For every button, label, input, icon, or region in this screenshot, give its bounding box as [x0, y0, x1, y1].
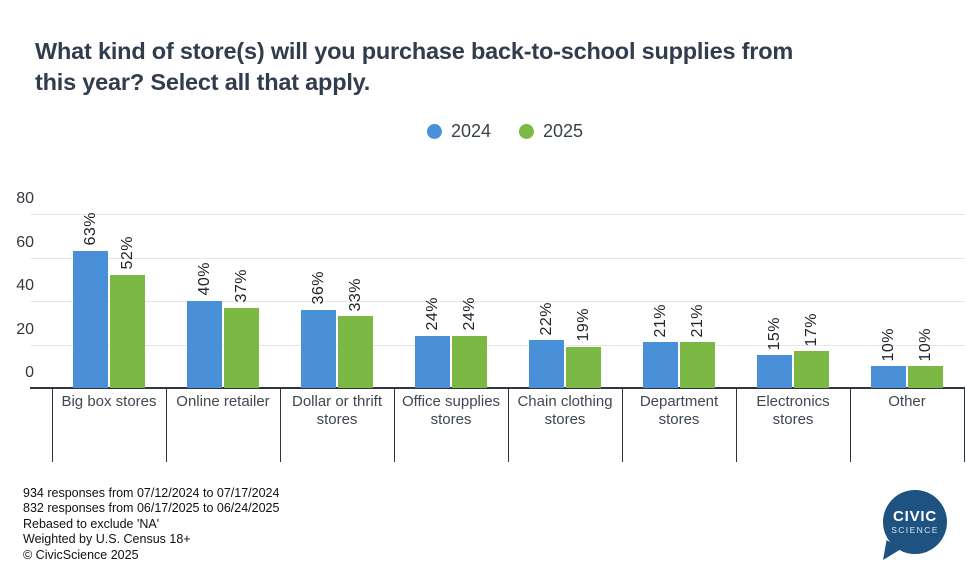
- y-axis-label-80: 80: [16, 190, 34, 207]
- bar-value-label-2024-department-stores: 21%: [652, 303, 669, 338]
- bar-2024-chain-clothing-stores: [529, 340, 564, 388]
- footer-line: Weighted by U.S. Census 18+: [23, 532, 191, 547]
- civicscience-logo: CIVIC SCIENCE: [883, 490, 947, 562]
- footer-line: © CivicScience 2025: [23, 547, 139, 562]
- category-divider: [736, 388, 737, 462]
- bar-2024-electronics-stores: [757, 355, 792, 388]
- bar-2024-big-box-stores: [73, 250, 108, 388]
- bar-2024-office-supplies-stores: [415, 335, 450, 388]
- y-axis-label-0: 0: [25, 364, 34, 381]
- legend-item-2025: 2025: [519, 121, 583, 142]
- category-divider: [850, 388, 851, 462]
- legend-label-2025: 2025: [543, 121, 584, 141]
- bar-2024-other: [871, 366, 906, 388]
- footer-line: 934 responses from 07/12/2024 to 07/17/2…: [23, 486, 280, 500]
- logo-bubble-icon: CIVIC SCIENCE: [883, 490, 947, 554]
- category-divider: [622, 388, 623, 462]
- footer-note: 934 responses from 07/12/2024 to 07/17/2…: [23, 486, 279, 563]
- bar-value-label-2024-electronics-stores: 15%: [766, 316, 783, 351]
- y-axis-label-40: 40: [16, 277, 34, 294]
- bar-2025-department-stores: [680, 342, 715, 388]
- page-title: What kind of store(s) will you purchase …: [35, 36, 955, 98]
- page-title-line-2: this year? Select all that apply.: [35, 69, 371, 95]
- footer-line: 832 responses from 06/17/2025 to 06/24/2…: [23, 501, 280, 516]
- category-label-other: Other: [888, 393, 926, 410]
- category-divider: [394, 388, 395, 462]
- legend-swatch-icon-2025: [519, 124, 534, 139]
- category-divider: [166, 388, 167, 462]
- gridline-40: [30, 301, 965, 302]
- bar-2025-other: [908, 366, 943, 388]
- bar-value-label-2025-office-supplies-stores: 24%: [461, 297, 478, 331]
- bar-2024-online-retailer: [187, 301, 222, 388]
- bar-value-label-2025-electronics-stores: 17%: [803, 312, 820, 347]
- bar-value-label-2025-department-stores: 21%: [689, 303, 706, 338]
- bar-2025-big-box-stores: [110, 274, 145, 388]
- bar-value-label-2025-big-box-stores: 52%: [119, 236, 136, 270]
- bar-value-label-2024-online-retailer: 40%: [196, 262, 213, 296]
- category-label-office-supplies-stores: Office supplies stores: [401, 393, 501, 428]
- x-axis-line: [30, 387, 965, 389]
- bar-value-label-2025-online-retailer: 37%: [233, 269, 250, 303]
- gridline-20: [30, 344, 965, 346]
- category-label-dollar-or-thrift-stores: Dollar or thrift stores: [291, 393, 383, 428]
- legend: 2024 2025: [426, 121, 583, 142]
- category-label-department-stores: Department stores: [639, 393, 719, 428]
- category-divider: [964, 388, 965, 462]
- gridline-60: [30, 257, 965, 259]
- bar-value-label-2024-office-supplies-stores: 24%: [424, 297, 441, 331]
- bar-value-label-2025-other: 10%: [917, 327, 934, 362]
- bar-2025-online-retailer: [224, 307, 259, 388]
- bar-value-label-2025-dollar-or-thrift-stores: 33%: [347, 277, 364, 312]
- category-label-online-retailer: Online retailer: [176, 393, 270, 410]
- bar-2025-dollar-or-thrift-stores: [338, 316, 373, 388]
- category-label-electronics-stores: Electronics stores: [756, 393, 830, 428]
- bar-2025-electronics-stores: [794, 351, 829, 388]
- y-axis-label-60: 60: [16, 233, 34, 251]
- category-divider: [508, 388, 509, 462]
- page-title-line-1: What kind of store(s) will you purchase …: [35, 38, 794, 64]
- bar-value-label-2024-big-box-stores: 63%: [82, 212, 99, 246]
- gridline-80: [30, 214, 965, 215]
- category-label-big-box-stores: Big box stores: [61, 393, 157, 410]
- category-label-chain-clothing-stores: Chain clothing stores: [517, 393, 613, 428]
- bar-2025-office-supplies-stores: [452, 335, 487, 388]
- legend-label-2024: 2024: [450, 121, 491, 141]
- bar-value-label-2024-other: 10%: [880, 327, 897, 362]
- legend-item-2024: 2024: [426, 121, 491, 142]
- category-divider: [280, 388, 281, 462]
- bar-2025-chain-clothing-stores: [566, 346, 601, 388]
- bar-value-label-2025-chain-clothing-stores: 19%: [575, 308, 592, 342]
- category-divider: [52, 388, 53, 462]
- bar-2024-dollar-or-thrift-stores: [301, 309, 336, 388]
- footer-line: Rebased to exclude 'NA': [23, 516, 160, 531]
- legend-swatch-icon-2024: [426, 124, 442, 139]
- logo-text-civic: CIVIC: [892, 507, 937, 525]
- bar-value-label-2024-chain-clothing-stores: 22%: [538, 301, 555, 336]
- bar-2024-department-stores: [643, 342, 678, 388]
- bar-value-label-2024-dollar-or-thrift-stores: 36%: [310, 271, 327, 305]
- logo-text-science: SCIENCE: [891, 524, 939, 535]
- y-axis-label-20: 20: [16, 320, 34, 338]
